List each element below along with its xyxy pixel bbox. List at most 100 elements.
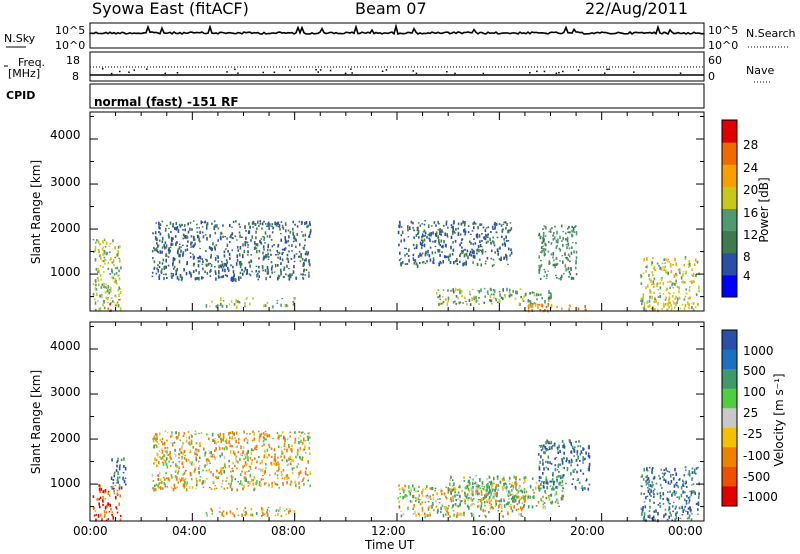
heatmap-cell xyxy=(171,243,174,246)
heatmap-cell xyxy=(535,481,538,485)
heatmap-cell xyxy=(113,280,116,284)
heatmap-cell xyxy=(232,237,234,239)
heatmap-cell xyxy=(289,231,292,234)
heatmap-cell xyxy=(153,260,156,264)
heatmap-cell xyxy=(484,262,487,265)
heatmap-cell xyxy=(280,446,283,449)
heatmap-cell xyxy=(542,503,544,505)
heatmap-cell xyxy=(585,451,587,455)
heatmap-cell xyxy=(293,235,296,238)
heatmap-cell xyxy=(646,495,649,497)
heatmap-cell xyxy=(689,280,691,283)
heatmap-cell xyxy=(308,234,311,238)
heatmap-cell xyxy=(264,482,266,486)
heatmap-cell xyxy=(288,444,290,448)
heatmap-cell xyxy=(520,508,523,512)
heatmap-cell xyxy=(199,456,201,459)
heatmap-cell xyxy=(562,476,564,479)
heatmap-cell xyxy=(227,250,229,253)
heatmap-cell xyxy=(236,245,239,249)
heatmap-cell xyxy=(159,250,162,254)
nave-dot xyxy=(176,72,179,74)
heatmap-cell xyxy=(260,507,263,511)
heatmap-cell xyxy=(587,454,590,458)
heatmap-cell xyxy=(695,293,698,296)
heatmap-cell xyxy=(460,241,463,244)
heatmap-cell xyxy=(251,513,254,517)
heatmap-cell xyxy=(431,251,434,255)
heatmap-cell xyxy=(471,498,474,502)
heatmap-cell xyxy=(231,477,233,482)
heatmap-cell xyxy=(544,451,546,455)
heatmap-cell xyxy=(161,487,164,490)
heatmap-cell xyxy=(295,276,297,280)
heatmap-cell xyxy=(552,473,554,477)
heatmap-cell xyxy=(529,301,532,303)
heatmap-cell xyxy=(292,301,295,304)
heatmap-cell xyxy=(116,489,119,492)
heatmap-cell xyxy=(165,462,168,466)
heatmap-cell xyxy=(229,241,231,243)
heatmap-cell xyxy=(99,490,101,494)
heatmap-cell xyxy=(445,495,447,498)
heatmap-cell xyxy=(675,272,677,276)
heatmap-cell xyxy=(677,286,679,289)
heatmap-cell xyxy=(654,297,656,301)
heatmap-cell xyxy=(288,275,291,279)
heatmap-cell xyxy=(182,253,184,256)
heatmap-cell xyxy=(277,243,280,247)
heatmap-cell xyxy=(288,446,290,449)
heatmap-cell xyxy=(155,222,158,224)
heatmap-cell xyxy=(264,304,267,308)
heatmap-cell xyxy=(682,483,684,487)
heatmap-cell xyxy=(112,276,115,280)
heatmap-cell xyxy=(685,486,688,488)
heatmap-cell xyxy=(165,258,167,263)
heatmap-cell xyxy=(460,500,462,503)
heatmap-cell xyxy=(429,495,431,498)
heatmap-cell xyxy=(277,256,279,259)
heatmap-cell xyxy=(691,268,693,271)
heatmap-cell xyxy=(673,282,676,285)
heatmap-cell xyxy=(496,236,499,239)
heatmap-cell xyxy=(459,243,461,247)
heatmap-cell xyxy=(688,501,690,504)
heatmap-cell xyxy=(186,244,188,247)
heatmap-cell xyxy=(551,500,554,504)
heatmap-cell xyxy=(263,513,266,516)
heatmap-cell xyxy=(288,477,290,479)
heatmap-cell xyxy=(545,226,547,230)
heatmap-cell xyxy=(164,446,166,450)
heatmap-cell xyxy=(94,301,97,305)
heatmap-cell xyxy=(449,478,451,481)
heatmap-cell xyxy=(249,468,252,470)
heatmap-cell xyxy=(466,493,469,497)
heatmap-cell xyxy=(292,240,295,243)
heatmap-cell xyxy=(476,262,479,267)
heatmap-cell xyxy=(421,510,424,513)
heatmap-cell xyxy=(558,444,560,449)
heatmap-cell xyxy=(109,503,111,505)
heatmap-cell xyxy=(549,231,552,233)
heatmap-cell xyxy=(562,260,564,264)
heatmap-cell xyxy=(235,439,237,444)
heatmap-cell xyxy=(101,248,104,251)
velocity-colorbar-segment xyxy=(722,447,737,468)
heatmap-cell xyxy=(173,258,176,261)
heatmap-cell xyxy=(653,475,656,480)
heatmap-cell xyxy=(570,267,572,270)
heatmap-cell xyxy=(247,250,249,254)
heatmap-cell xyxy=(404,494,406,499)
heatmap-cell xyxy=(450,491,453,495)
heatmap-cell xyxy=(244,244,247,247)
heatmap-cell xyxy=(214,449,216,452)
heatmap-cell xyxy=(653,277,656,280)
heatmap-cell xyxy=(496,476,499,480)
heatmap-cell xyxy=(463,223,466,227)
heatmap-cell xyxy=(206,259,208,262)
heatmap-cell xyxy=(564,232,567,235)
heatmap-cell xyxy=(307,251,310,255)
heatmap-cell xyxy=(645,270,647,273)
heatmap-cell xyxy=(205,458,208,462)
heatmap-cell xyxy=(290,258,293,260)
